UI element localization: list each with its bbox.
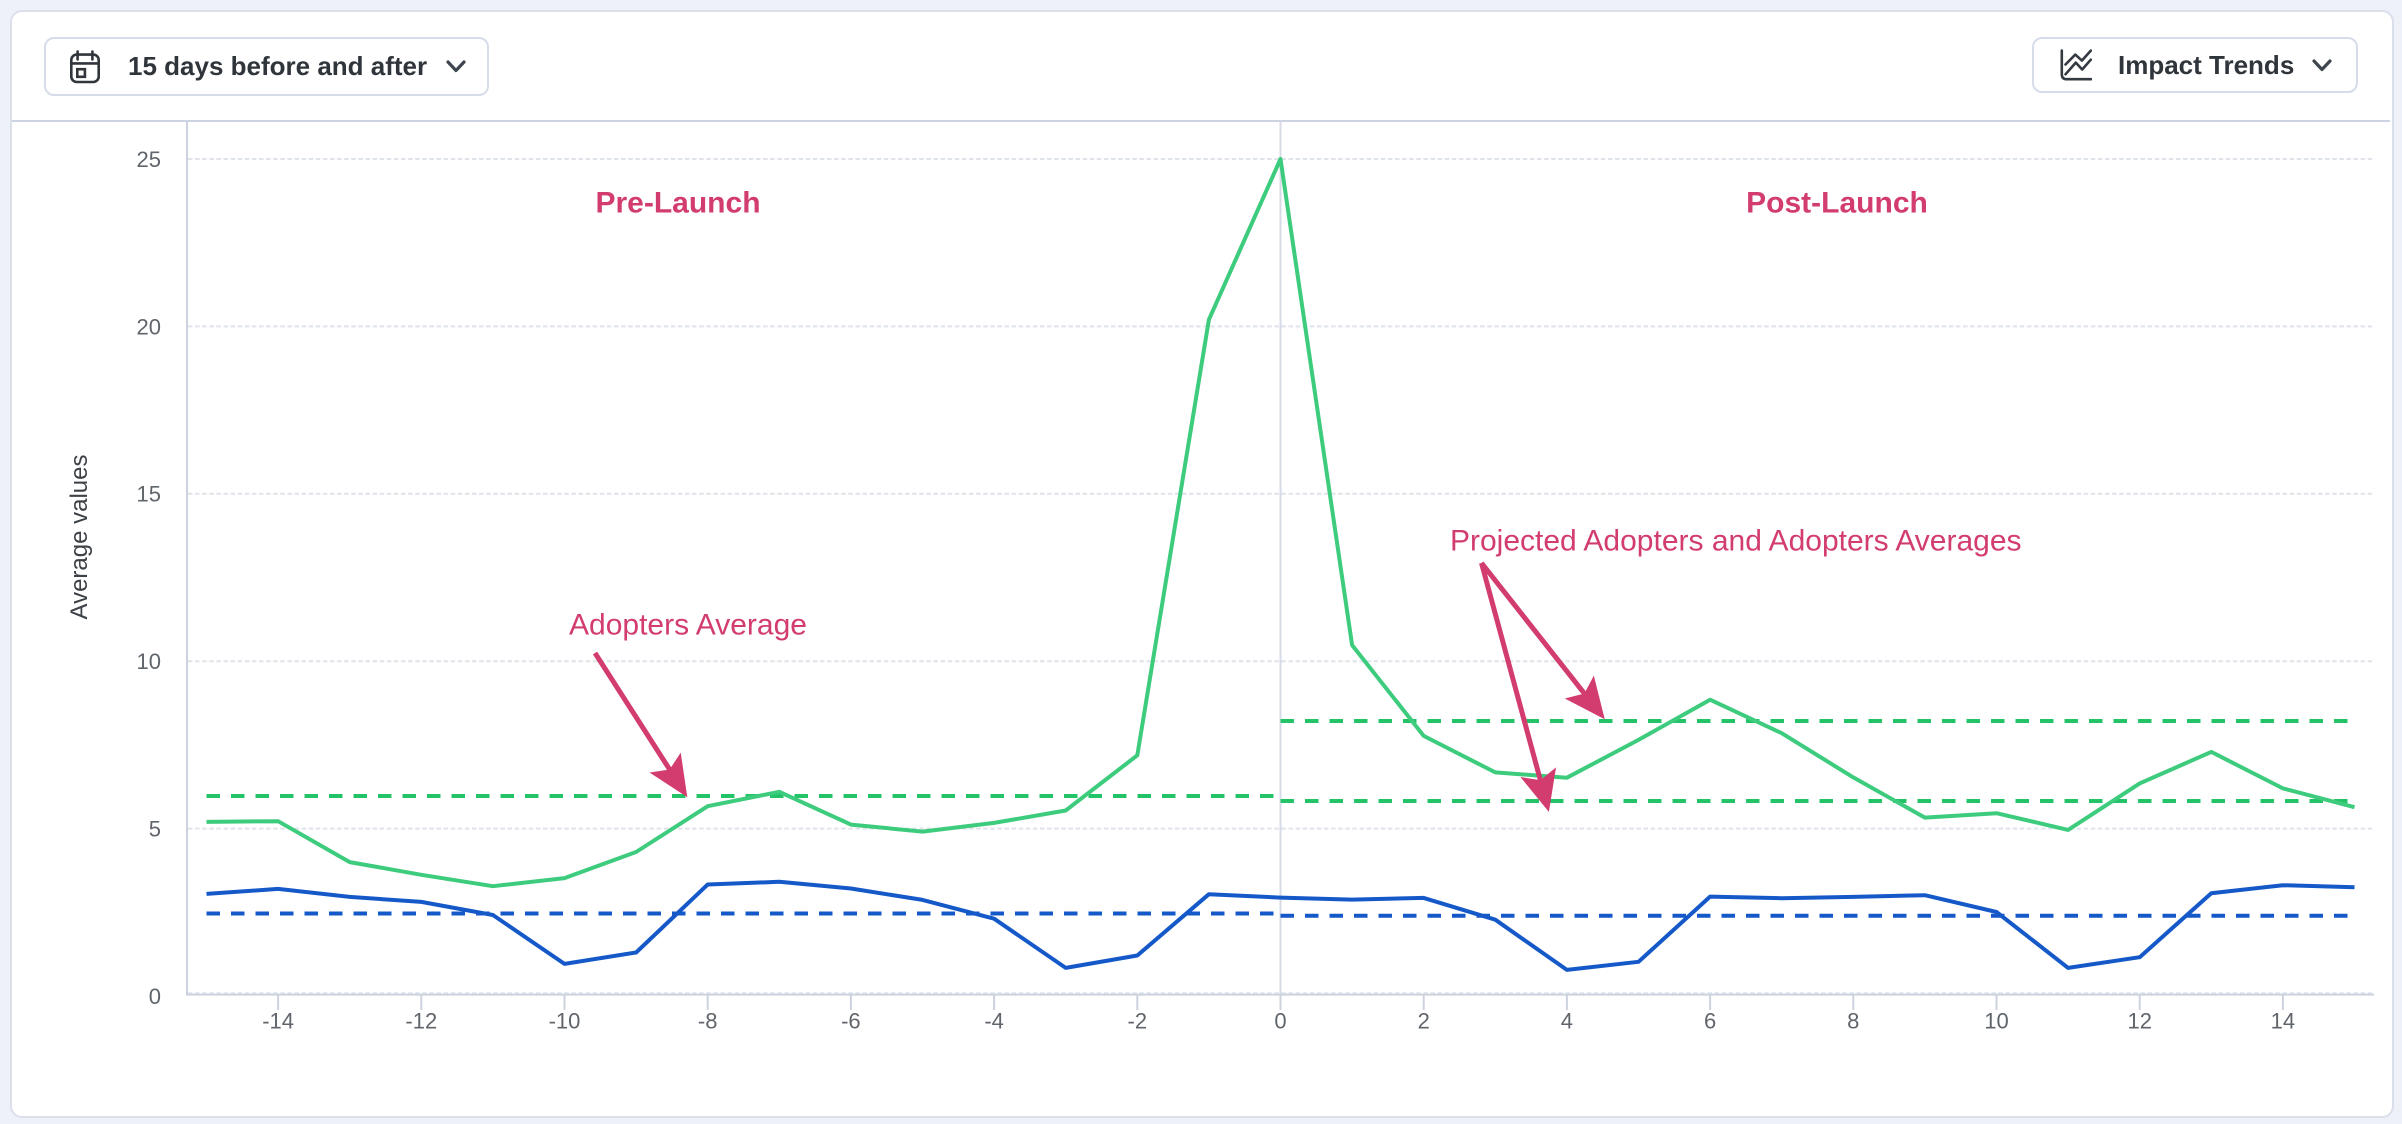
- svg-text:-4: -4: [984, 1009, 1004, 1034]
- svg-text:4: 4: [1561, 1009, 1573, 1034]
- svg-text:-8: -8: [698, 1009, 718, 1034]
- svg-text:6: 6: [1704, 1009, 1716, 1034]
- svg-text:-12: -12: [405, 1009, 437, 1034]
- svg-text:2: 2: [1418, 1009, 1430, 1034]
- svg-text:0: 0: [149, 984, 161, 1009]
- svg-text:8: 8: [1847, 1009, 1859, 1034]
- svg-text:Post-Launch: Post-Launch: [1746, 187, 1928, 220]
- svg-text:12: 12: [2127, 1009, 2151, 1034]
- svg-text:14: 14: [2271, 1009, 2295, 1034]
- svg-text:25: 25: [137, 147, 161, 172]
- svg-text:-6: -6: [841, 1009, 861, 1034]
- svg-text:10: 10: [137, 649, 161, 674]
- svg-text:10: 10: [1984, 1009, 2008, 1034]
- svg-text:Projected Adopters and Adopter: Projected Adopters and Adopters Averages: [1450, 525, 2022, 558]
- svg-text:-14: -14: [262, 1009, 294, 1034]
- svg-text:Pre-Launch: Pre-Launch: [595, 187, 760, 220]
- svg-text:Adopters Average: Adopters Average: [569, 609, 807, 642]
- svg-text:5: 5: [149, 817, 161, 842]
- svg-text:15: 15: [137, 482, 161, 507]
- svg-text:20: 20: [137, 314, 161, 339]
- svg-text:-2: -2: [1128, 1009, 1148, 1034]
- svg-text:0: 0: [1274, 1009, 1286, 1034]
- svg-text:Average values: Average values: [66, 455, 93, 620]
- svg-text:-10: -10: [549, 1009, 581, 1034]
